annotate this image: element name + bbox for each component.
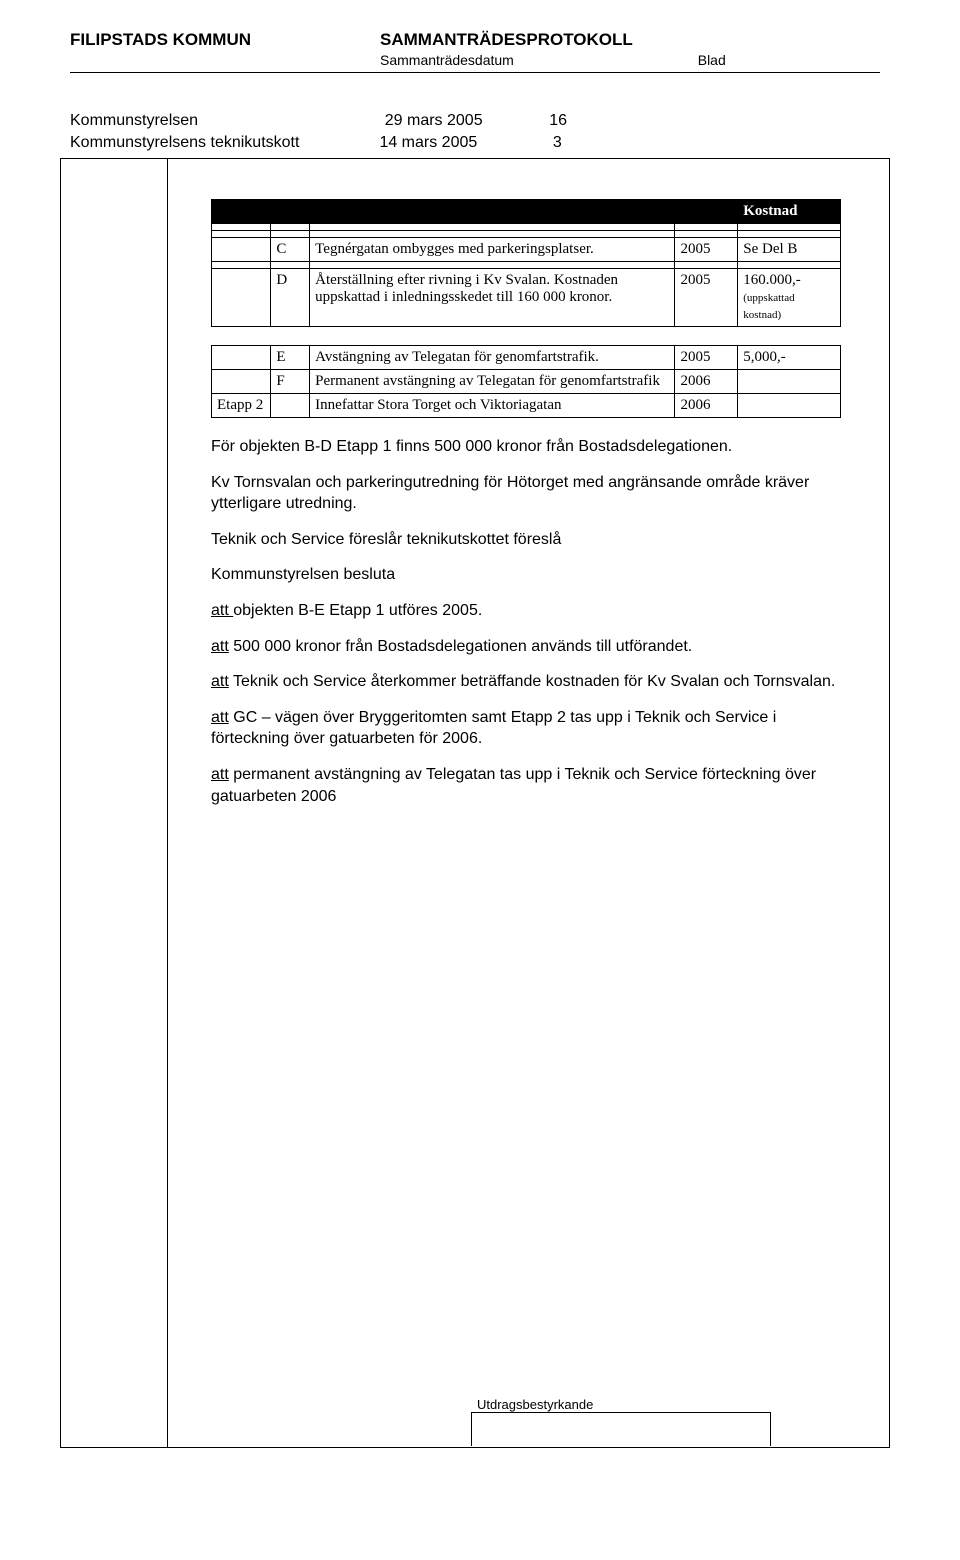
cost-note: (uppskattad kostnad) [743, 292, 794, 321]
att-clause: att GC – vägen över Bryggeritomten samt … [211, 707, 841, 750]
cell [738, 370, 841, 394]
meeting-info: Kommunstyrelsen 29 mars 2005 16 Kommunst… [70, 110, 567, 155]
cell: 160.000,- (uppskattad kostnad) [738, 269, 841, 327]
table-row: E Avstängning av Telegatan för genomfart… [212, 346, 841, 370]
cell: Etapp 2 [212, 394, 271, 418]
table-header-row: Kostnad [212, 200, 841, 224]
footer-label: Utdragsbestyrkande [477, 1397, 771, 1412]
cell [212, 238, 271, 262]
table-row [212, 224, 841, 231]
table-row: D Återställning efter rivning i Kv Svala… [212, 269, 841, 327]
att-underline: att [211, 638, 229, 655]
cell [738, 394, 841, 418]
paragraph: För objekten B-D Etapp 1 finns 500 000 k… [211, 436, 841, 458]
kostnad-header: Kostnad [738, 200, 841, 224]
cell: Innefattar Stora Torget och Viktoriagata… [310, 394, 675, 418]
att-clause: att objekten B-E Etapp 1 utföres 2005. [211, 600, 841, 622]
cell: 2006 [675, 370, 738, 394]
date-label: Sammanträdesdatum [380, 52, 514, 68]
cell [212, 269, 271, 327]
att-clause: att permanent avstängning av Telegatan t… [211, 764, 841, 807]
meeting-row: Kommunstyrelsens teknikutskott 14 mars 2… [70, 132, 567, 154]
cell: F [271, 370, 310, 394]
att-underline: att [211, 766, 229, 783]
header-divider [70, 72, 880, 73]
table-row: F Permanent avstängning av Telegatan för… [212, 370, 841, 394]
table-row: C Tegnérgatan ombygges med parkeringspla… [212, 238, 841, 262]
content-area: Kostnad C Tegnérgatan ombygges med parke… [211, 199, 841, 821]
table-row [212, 262, 841, 269]
cell: 2005 [675, 269, 738, 327]
att-underline: att [211, 602, 233, 619]
paragraph: Teknik och Service föreslår teknikutskot… [211, 529, 841, 551]
att-underline: att [211, 673, 229, 690]
paragraph: Kommunstyrelsen besluta [211, 564, 841, 586]
cell [212, 346, 271, 370]
att-clause: att 500 000 kronor från Bostadsdelegatio… [211, 636, 841, 658]
footer-block: Utdragsbestyrkande [471, 1397, 771, 1447]
cell: Se Del B [738, 238, 841, 262]
cell [212, 370, 271, 394]
cell: D [271, 269, 310, 327]
footer-box [471, 1412, 771, 1446]
blad-label: Blad [698, 52, 726, 68]
table-row [212, 231, 841, 238]
cell: 5,000,- [738, 346, 841, 370]
org-name: FILIPSTADS KOMMUN [70, 30, 251, 50]
cell: C [271, 238, 310, 262]
cell: 2006 [675, 394, 738, 418]
cost-table-1: Kostnad C Tegnérgatan ombygges med parke… [211, 199, 841, 327]
paragraph: Kv Tornsvalan och parkeringutredning för… [211, 472, 841, 515]
cell [271, 394, 310, 418]
cell: 2005 [675, 346, 738, 370]
cell: Tegnérgatan ombygges med parkeringsplats… [310, 238, 675, 262]
cell: Permanent avstängning av Telegatan för g… [310, 370, 675, 394]
table-row: Etapp 2 Innefattar Stora Torget och Vikt… [212, 394, 841, 418]
cell: Avstängning av Telegatan för genomfartst… [310, 346, 675, 370]
margin-divider [167, 159, 168, 1447]
meeting-row: Kommunstyrelsen 29 mars 2005 16 [70, 110, 567, 132]
cell: Återställning efter rivning i Kv Svalan.… [310, 269, 675, 327]
header-right: SAMMANTRÄDESPROTOKOLL Sammanträdesdatum … [380, 30, 726, 68]
content-frame: Kostnad C Tegnérgatan ombygges med parke… [60, 158, 890, 1448]
cell: 2005 [675, 238, 738, 262]
cost-table-2: E Avstängning av Telegatan för genomfart… [211, 345, 841, 418]
protocol-subtitle: Sammanträdesdatum Blad [380, 52, 726, 68]
att-clause: att Teknik och Service återkommer beträf… [211, 671, 841, 693]
protocol-title: SAMMANTRÄDESPROTOKOLL [380, 30, 726, 50]
cell: E [271, 346, 310, 370]
att-underline: att [211, 709, 229, 726]
